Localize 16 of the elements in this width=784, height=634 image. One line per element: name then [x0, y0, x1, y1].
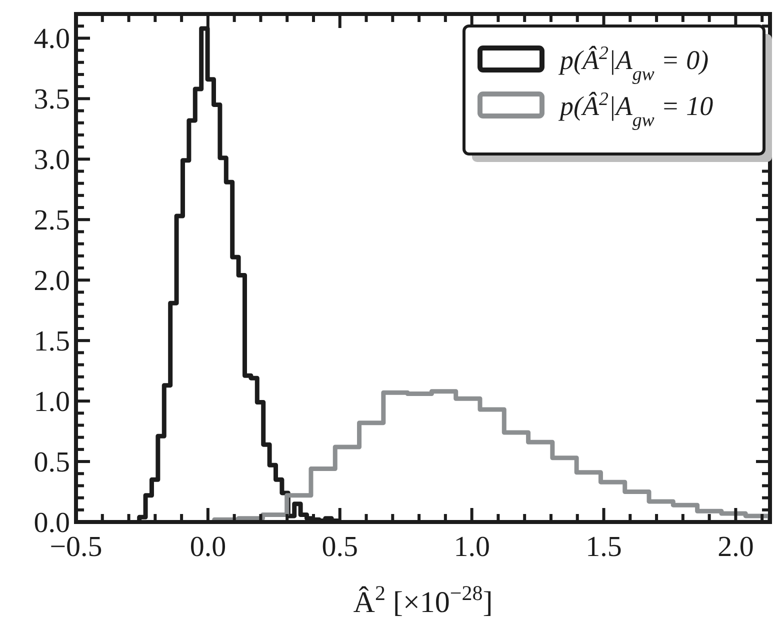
- y-tick-label: 1.5: [34, 326, 70, 358]
- x-tick-label: 2.0: [718, 531, 754, 563]
- legend-label: p(Â$^{2}$|A$_{gw}$ = 0): [558, 42, 709, 84]
- x-tick-label: 1.0: [454, 531, 490, 563]
- y-tick-label: 4.0: [34, 23, 70, 56]
- x-axis-title: Â$^{2}$ [×10$^{−28}$]: [353, 581, 493, 619]
- legend-label: p(Â$^{2}$|A$_{gw}$ = 10: [558, 88, 714, 130]
- x-tick-label: 0.5: [322, 531, 358, 563]
- y-tick-label: 3.5: [34, 84, 70, 116]
- y-tick-label: 1.0: [34, 386, 70, 418]
- y-tick-label: 0.5: [34, 446, 70, 479]
- x-tick-label: 0.0: [190, 531, 226, 563]
- x-tick-label: 1.5: [586, 531, 622, 563]
- y-tick-label: 2.0: [34, 265, 70, 298]
- y-tick-label: 3.0: [34, 144, 70, 176]
- y-tick-label: 2.5: [34, 204, 70, 237]
